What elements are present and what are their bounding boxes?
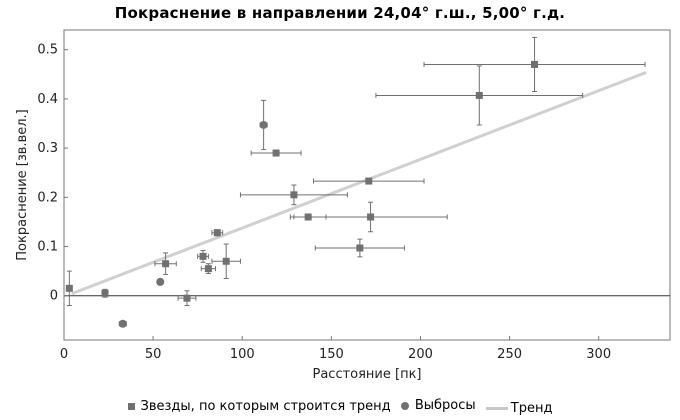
circle-marker-icon bbox=[400, 401, 409, 410]
data-point-outlier bbox=[118, 319, 127, 328]
y-tick-label: 0 bbox=[50, 289, 58, 304]
data-point-square bbox=[222, 257, 230, 265]
x-tick-label: 150 bbox=[319, 347, 344, 362]
legend-item-trend: Тренд bbox=[485, 400, 553, 416]
legend-label-trend-stars: Звезды, по которым строится тренд bbox=[140, 398, 391, 414]
points-layer bbox=[65, 36, 646, 328]
data-point-square bbox=[367, 213, 375, 221]
data-point-outlier bbox=[259, 120, 268, 129]
data-point-square bbox=[199, 252, 207, 260]
data-point-square bbox=[475, 91, 483, 99]
data-point-square bbox=[204, 265, 212, 273]
y-tick-label: 0.2 bbox=[37, 190, 58, 205]
square-marker-icon bbox=[127, 402, 135, 410]
x-tick-label: 300 bbox=[586, 347, 611, 362]
x-axis-label: Расстояние [пк] bbox=[312, 367, 421, 382]
data-point-square bbox=[183, 294, 191, 302]
x-tick-label: 200 bbox=[408, 347, 433, 362]
data-point-square bbox=[531, 60, 539, 68]
trend-line bbox=[71, 71, 647, 295]
line-marker-icon bbox=[485, 406, 508, 410]
data-point-square bbox=[162, 260, 170, 268]
data-point-square bbox=[101, 289, 109, 297]
data-point-square bbox=[290, 191, 298, 199]
data-point-square bbox=[356, 244, 364, 252]
y-tick-label: 0.5 bbox=[37, 43, 58, 58]
legend-label-outliers: Выбросы bbox=[414, 398, 476, 413]
trend-layer bbox=[71, 71, 647, 295]
data-point-outlier bbox=[156, 277, 165, 286]
y-tick-label: 0.1 bbox=[37, 240, 58, 255]
legend: Звезды, по которым строится тренд Выброс… bbox=[0, 398, 680, 416]
x-axis-ticks: 0 50 100 150 200 250 300 bbox=[60, 336, 611, 362]
data-point-square bbox=[213, 229, 221, 237]
data-point-square bbox=[365, 177, 373, 185]
chart-title: Покраснение в направлении 24,04° г.ш., 5… bbox=[114, 4, 566, 22]
legend-label-trend: Тренд bbox=[510, 400, 553, 416]
legend-item-trend-stars: Звезды, по которым строится тренд bbox=[127, 398, 391, 414]
y-tick-label: 0.4 bbox=[37, 92, 58, 107]
data-point-square bbox=[65, 284, 73, 292]
y-tick-label: 0.3 bbox=[37, 141, 58, 156]
y-axis-label: Покраснение [зв.вел.] bbox=[15, 109, 30, 260]
y-axis-ticks: 0 0.1 0.2 0.3 0.4 0.5 bbox=[37, 43, 68, 304]
x-tick-label: 50 bbox=[145, 347, 162, 362]
plot-area bbox=[63, 29, 671, 341]
x-tick-label: 250 bbox=[497, 347, 522, 362]
x-tick-label: 0 bbox=[60, 347, 68, 362]
x-tick-label: 100 bbox=[230, 347, 255, 362]
legend-item-outliers: Выбросы bbox=[400, 398, 476, 413]
data-point-square bbox=[272, 149, 280, 157]
